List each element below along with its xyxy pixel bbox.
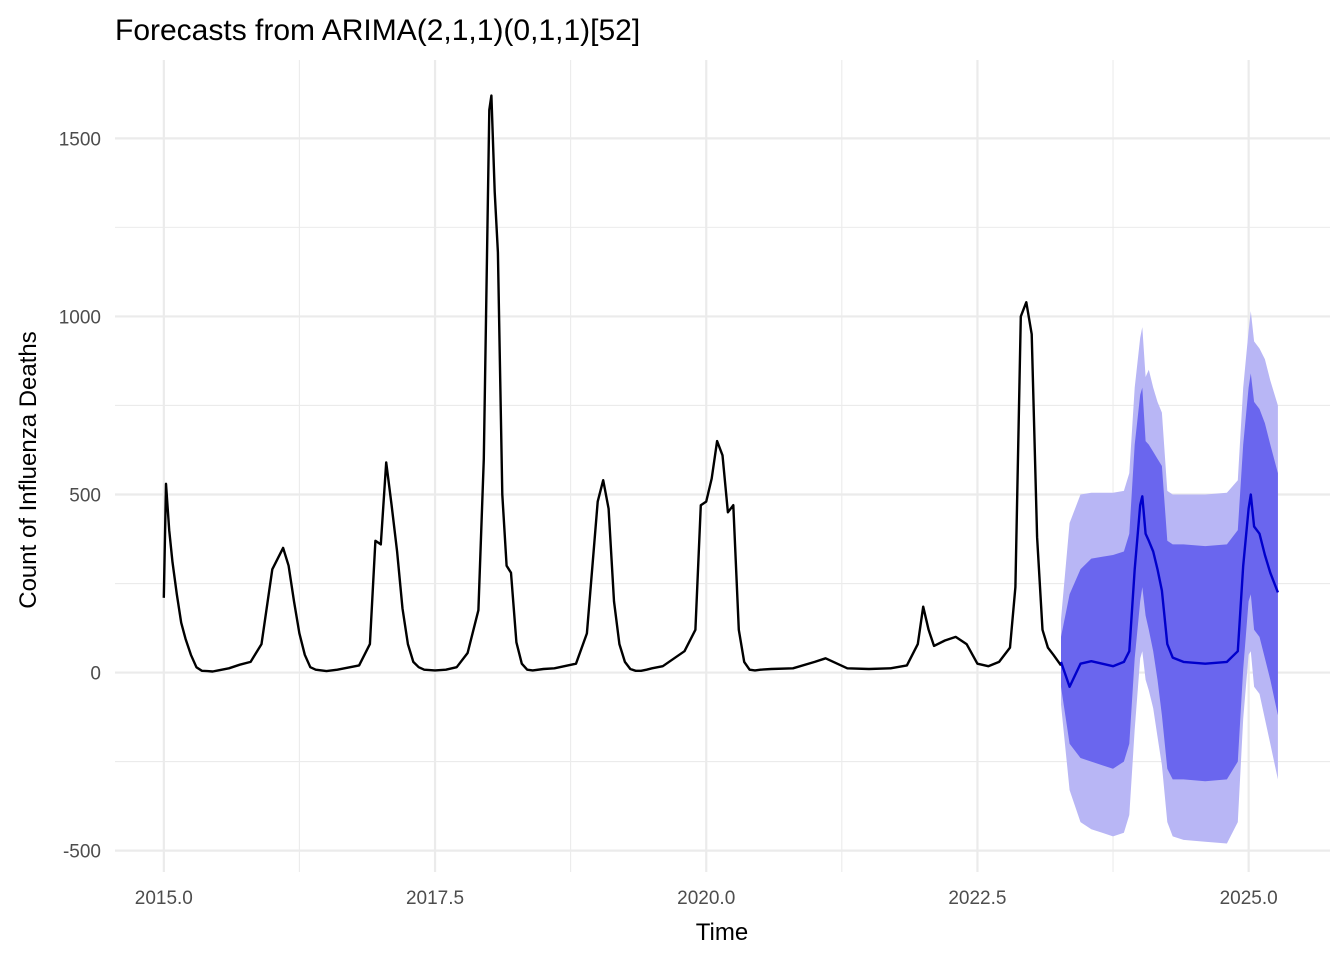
- x-tick-label: 2020.0: [677, 888, 735, 909]
- forecast-mean-line: [1059, 493, 1280, 688]
- observed-series-line: [162, 94, 1062, 673]
- x-axis-tick-labels: 2015.0 2017.5 2020.0 2022.5 2025.0: [135, 888, 1278, 909]
- y-axis-tick-labels: -500 0 500 1000 1500: [59, 129, 101, 862]
- y-tick-label: 500: [69, 485, 101, 506]
- prediction-interval-80: [1061, 373, 1278, 782]
- x-tick-label: 2022.5: [948, 888, 1006, 909]
- x-tick-label: 2025.0: [1220, 888, 1278, 909]
- x-tick-label: 2017.5: [406, 888, 464, 909]
- prediction-intervals: [1061, 311, 1278, 844]
- x-tick-label: 2015.0: [135, 888, 193, 909]
- chart-title: Forecasts from ARIMA(2,1,1)(0,1,1)[52]: [115, 14, 640, 47]
- y-tick-label: 1500: [59, 129, 101, 150]
- y-tick-label: 1000: [59, 307, 101, 328]
- y-tick-label: 0: [90, 664, 101, 685]
- y-tick-label: -500: [63, 842, 101, 863]
- y-axis-label: Count of Influenza Deaths: [15, 331, 42, 609]
- x-axis-label: Time: [696, 919, 748, 946]
